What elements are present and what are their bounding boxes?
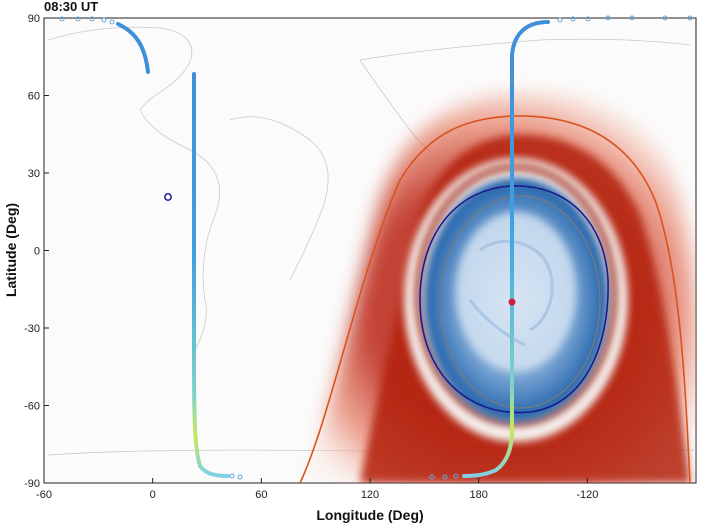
y-tick-label: -90 (24, 478, 40, 490)
x-axis: -60 0 60 120 180 -120 (36, 478, 598, 501)
x-tick-label: 0 (150, 489, 156, 501)
y-tick-label: 60 (28, 91, 40, 103)
y-tick-label: -60 (24, 401, 40, 413)
gray-contour (439, 195, 601, 409)
site-marker (164, 193, 172, 201)
x-tick-label: 120 (361, 489, 379, 501)
track-dots (59, 15, 693, 480)
x-tick-label: 180 (469, 489, 487, 501)
y-tick-label: -30 (24, 323, 40, 335)
track-3 (462, 20, 550, 478)
y-axis: 90 60 30 0 -30 -60 -90 (24, 13, 49, 490)
x-tick-label: -120 (576, 489, 598, 501)
y-axis-label: Latitude (Deg) (3, 203, 19, 297)
track-2 (192, 72, 230, 478)
y-tick-label: 30 (28, 168, 40, 180)
chart-title: 08:30 UT (44, 0, 98, 14)
x-axis-label: Longitude (Deg) (316, 507, 423, 523)
y-tick-label: 90 (28, 13, 40, 25)
satellite-tracks (116, 20, 550, 478)
track-1 (116, 22, 150, 74)
center-marker (508, 298, 516, 306)
x-tick-label: 60 (255, 489, 267, 501)
x-tick-label: -60 (36, 489, 52, 501)
inner-contour (419, 185, 609, 414)
y-tick-label: 0 (34, 246, 40, 258)
